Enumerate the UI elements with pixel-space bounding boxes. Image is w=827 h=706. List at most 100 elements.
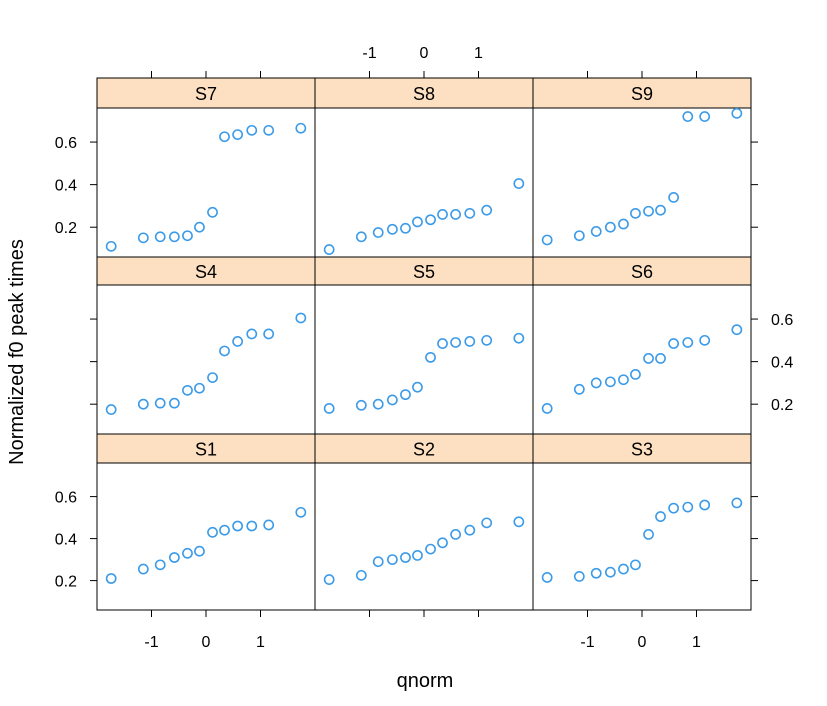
data-point bbox=[464, 524, 476, 536]
data-point bbox=[219, 131, 230, 143]
data-point bbox=[412, 550, 423, 561]
data-point bbox=[323, 574, 335, 585]
data-point bbox=[682, 501, 694, 513]
data-point bbox=[513, 516, 525, 528]
y-tick-label: 0.6 bbox=[771, 312, 793, 329]
data-point bbox=[263, 124, 275, 136]
data-point bbox=[541, 234, 553, 246]
x-tick-label: 0 bbox=[420, 45, 429, 62]
data-point bbox=[481, 204, 493, 216]
panel-s8: S8 bbox=[314, 77, 534, 258]
strip-s2 bbox=[314, 433, 534, 464]
data-point bbox=[699, 111, 711, 122]
data-point bbox=[655, 511, 666, 522]
data-point bbox=[630, 559, 641, 571]
strip-label-s7: S7 bbox=[195, 84, 217, 104]
data-point bbox=[450, 337, 462, 348]
data-point bbox=[604, 376, 616, 388]
data-point bbox=[400, 389, 411, 401]
data-point bbox=[219, 345, 230, 357]
data-point bbox=[194, 221, 205, 233]
data-point bbox=[481, 334, 493, 346]
data-point bbox=[154, 231, 166, 243]
data-point bbox=[263, 328, 275, 340]
data-point bbox=[604, 566, 616, 578]
data-point bbox=[437, 537, 448, 549]
strip-label-s5: S5 bbox=[413, 262, 435, 282]
data-point bbox=[355, 569, 367, 581]
data-point bbox=[668, 338, 680, 349]
data-point bbox=[194, 382, 205, 394]
data-point bbox=[232, 336, 244, 347]
data-point bbox=[246, 520, 258, 532]
panel-frame bbox=[532, 462, 752, 611]
data-point bbox=[137, 398, 149, 410]
strip-s8 bbox=[314, 77, 534, 109]
data-point bbox=[450, 209, 462, 220]
x-tick-label: 0 bbox=[638, 634, 647, 651]
panel-frame bbox=[96, 107, 316, 258]
panel-s6: S6 bbox=[532, 256, 752, 435]
panel-frame bbox=[314, 107, 534, 258]
x-tick-label: -1 bbox=[580, 634, 594, 651]
data-point bbox=[437, 209, 448, 220]
y-axis-label: Normalized f0 peak times bbox=[6, 239, 28, 465]
data-point bbox=[263, 519, 275, 531]
data-point bbox=[573, 230, 585, 242]
data-point bbox=[425, 351, 436, 363]
x-tick-label: 1 bbox=[692, 634, 701, 651]
data-point bbox=[355, 399, 367, 411]
data-point bbox=[425, 214, 436, 226]
data-point bbox=[400, 552, 411, 563]
data-point bbox=[207, 206, 218, 218]
axes-layer: -1 0 1 -1 0 1 -1 0 1 0.2 0.4 0.6 0.2 0.4 0.6 0.2 0.4 0.6 bbox=[55, 45, 794, 651]
data-point bbox=[668, 191, 680, 203]
data-point bbox=[386, 394, 398, 406]
data-point bbox=[386, 223, 398, 235]
data-point bbox=[323, 244, 335, 255]
data-point bbox=[573, 383, 585, 395]
panel-s5: S5 bbox=[314, 256, 534, 435]
data-point bbox=[590, 567, 602, 579]
data-point bbox=[450, 529, 462, 540]
data-point bbox=[105, 573, 117, 584]
data-point bbox=[386, 554, 398, 565]
data-point bbox=[207, 372, 218, 383]
y-tick-label: 0.2 bbox=[55, 574, 77, 591]
panel-frame bbox=[96, 284, 316, 435]
data-point bbox=[182, 384, 193, 396]
strip-s6 bbox=[532, 256, 752, 286]
data-point bbox=[295, 506, 307, 518]
data-point bbox=[573, 571, 585, 582]
data-point bbox=[412, 216, 423, 228]
panel-s1: S1 bbox=[96, 433, 316, 611]
data-point bbox=[655, 353, 666, 364]
data-point bbox=[412, 381, 423, 393]
data-point bbox=[182, 547, 193, 559]
panel-frame bbox=[314, 284, 534, 435]
strip-label-s4: S4 bbox=[195, 262, 217, 282]
data-point bbox=[154, 559, 166, 571]
data-point bbox=[682, 111, 694, 122]
strip-label-s9: S9 bbox=[631, 84, 653, 104]
data-point bbox=[604, 221, 616, 233]
data-point bbox=[295, 312, 307, 324]
data-point bbox=[168, 552, 180, 563]
strip-label-s1: S1 bbox=[195, 440, 217, 460]
data-point bbox=[207, 526, 218, 538]
data-point bbox=[618, 218, 629, 230]
data-point bbox=[513, 332, 525, 344]
y-tick-label: 0.6 bbox=[55, 135, 77, 152]
y-tick-label: 0.2 bbox=[771, 397, 793, 414]
data-point bbox=[154, 397, 166, 409]
panel-s7: S7 bbox=[96, 77, 316, 258]
data-point bbox=[323, 403, 335, 414]
data-point bbox=[668, 502, 680, 514]
panels-layer: S7 S8 S9 S4 S5 S6 S1 S2 S3 bbox=[96, 77, 752, 611]
y-tick-label: 0.2 bbox=[55, 220, 77, 237]
data-point bbox=[731, 497, 743, 509]
strip-s7 bbox=[96, 77, 316, 109]
x-tick-label: -1 bbox=[144, 634, 158, 651]
data-point bbox=[295, 122, 307, 134]
